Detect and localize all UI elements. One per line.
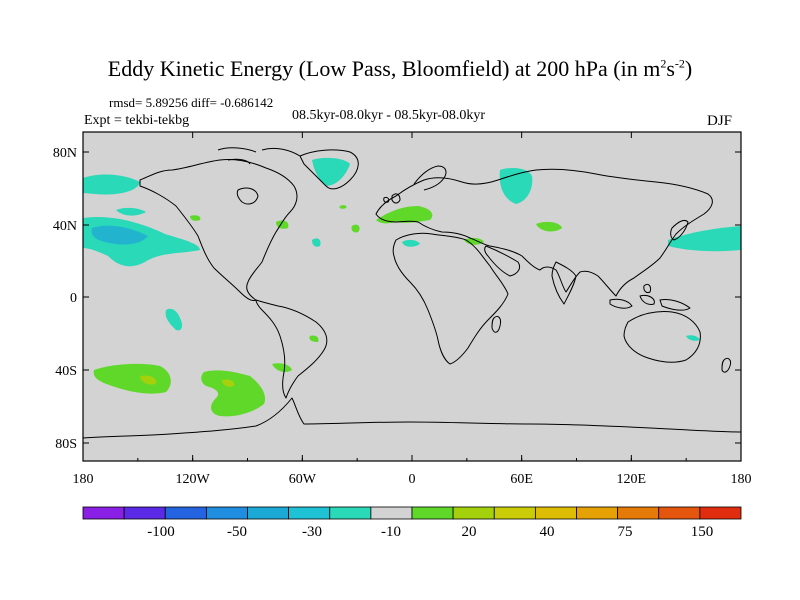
fill-neg-greenland: [312, 157, 350, 186]
lon-tick-label: 60E: [510, 472, 533, 487]
colorbar-label: -10: [381, 524, 401, 540]
colorbar-swatch: [576, 506, 619, 520]
plot-title: Eddy Kinetic Energy (Low Pass, Bloomfiel…: [107, 56, 693, 81]
fill-pos-atlantic: [351, 224, 360, 233]
coast-australia: [623, 311, 701, 363]
fill-pos-asia: [536, 221, 562, 232]
fill-neg-australia: [686, 335, 700, 341]
fill-pos-middle-east: [464, 237, 484, 245]
colorbar-label: 150: [691, 524, 714, 540]
lon-tick-label: 120W: [176, 472, 211, 487]
fill-neg-alaska: [83, 174, 140, 195]
season-label: DJF: [707, 113, 733, 129]
colorbar-label: 20: [462, 524, 477, 540]
coast-arabia: [484, 245, 521, 277]
colorbar-swatch: [329, 506, 372, 520]
lon-tick-label: 180: [731, 472, 752, 487]
colorbar-swatch: [699, 506, 742, 520]
fill-pos-atlantic-2: [339, 205, 347, 209]
fill-pos-chile: [272, 363, 292, 372]
fill-pos-brazil: [309, 335, 319, 342]
fill-pos-spacific-1-core: [140, 375, 157, 385]
fill-pos-spacific-2-core: [222, 379, 235, 387]
colorbar-swatch: [123, 506, 166, 520]
fill-neg-small-2: [312, 238, 321, 247]
lon-tick-label: 0: [409, 472, 416, 487]
coast-new-zealand: [721, 357, 731, 373]
coast-greenland: [299, 149, 359, 190]
colorbar: -100 -50 -30 -10 20 40 75 150: [82, 506, 742, 540]
coast-hudson-bay: [236, 187, 259, 205]
coast-south-america: [255, 299, 328, 399]
colorbar-swatch: [370, 506, 413, 520]
fill-neg-wpacific: [668, 226, 741, 252]
map-background: [83, 132, 741, 461]
lat-tick-label: 40N: [53, 219, 77, 234]
colorbar-swatch: [411, 506, 454, 520]
lon-tick-label: 60W: [289, 472, 317, 487]
fill-neg-small-1: [116, 207, 146, 216]
lon-tick-label: 120E: [617, 472, 647, 487]
fill-pos-europe: [376, 206, 433, 224]
latitude-ticks: 80N 40N 0 40S 80S: [53, 146, 741, 452]
fill-pos-spacific-2: [201, 370, 266, 417]
colorbar-label: -100: [147, 524, 175, 540]
colorbar-label: -30: [302, 524, 322, 540]
colorbar-swatch: [658, 506, 701, 520]
coast-antarctica: [83, 397, 741, 439]
coast-africa: [392, 232, 509, 365]
coast-british-isles: [383, 193, 401, 204]
fill-neg-npacific-core: [91, 225, 148, 245]
coastlines: [83, 147, 741, 439]
colorbar-swatch: [493, 506, 536, 520]
coast-indonesia: [609, 283, 691, 311]
coast-scandinavia: [413, 165, 447, 191]
fill-pos-spacific-1: [93, 363, 171, 394]
coast-arctic-islands: [217, 147, 301, 165]
longitude-ticks: 180 120W 60W 0 60E 120E 180: [73, 132, 752, 487]
coast-japan: [670, 219, 689, 241]
coast-madagascar: [491, 315, 501, 333]
coast-india: [551, 261, 577, 305]
colorbar-swatch: [164, 506, 207, 520]
colorbar-label: 40: [540, 524, 555, 540]
lat-tick-label: 40S: [55, 364, 77, 379]
colorbar-swatch: [247, 506, 290, 520]
coast-eurasia: [375, 168, 713, 297]
colorbar-label: -50: [227, 524, 247, 540]
colorbar-swatch: [205, 506, 248, 520]
fill-neg-spacific: [165, 308, 183, 331]
experiment-label: Expt = tekbi-tekbg: [84, 113, 190, 128]
lon-tick-label: 180: [73, 472, 94, 487]
colorbar-swatch: [82, 506, 125, 520]
coast-north-america: [139, 159, 298, 301]
colorbar-swatch: [617, 506, 660, 520]
colorbar-swatch: [288, 506, 331, 520]
period-label: 08.5kyr-08.0kyr - 08.5kyr-08.0kyr: [292, 108, 486, 123]
stats-text: rmsd= 5.89256 diff= -0.686142: [109, 95, 274, 110]
colorbar-label: 75: [618, 524, 633, 540]
fill-neg-sahara: [402, 239, 420, 247]
colorbar-swatch: [452, 506, 495, 520]
fill-pos-pacific-small: [190, 215, 201, 221]
lat-tick-label: 80N: [53, 146, 77, 161]
colorbar-swatch: [534, 506, 577, 520]
lat-tick-label: 80S: [55, 437, 77, 452]
lat-tick-label: 0: [70, 291, 77, 306]
